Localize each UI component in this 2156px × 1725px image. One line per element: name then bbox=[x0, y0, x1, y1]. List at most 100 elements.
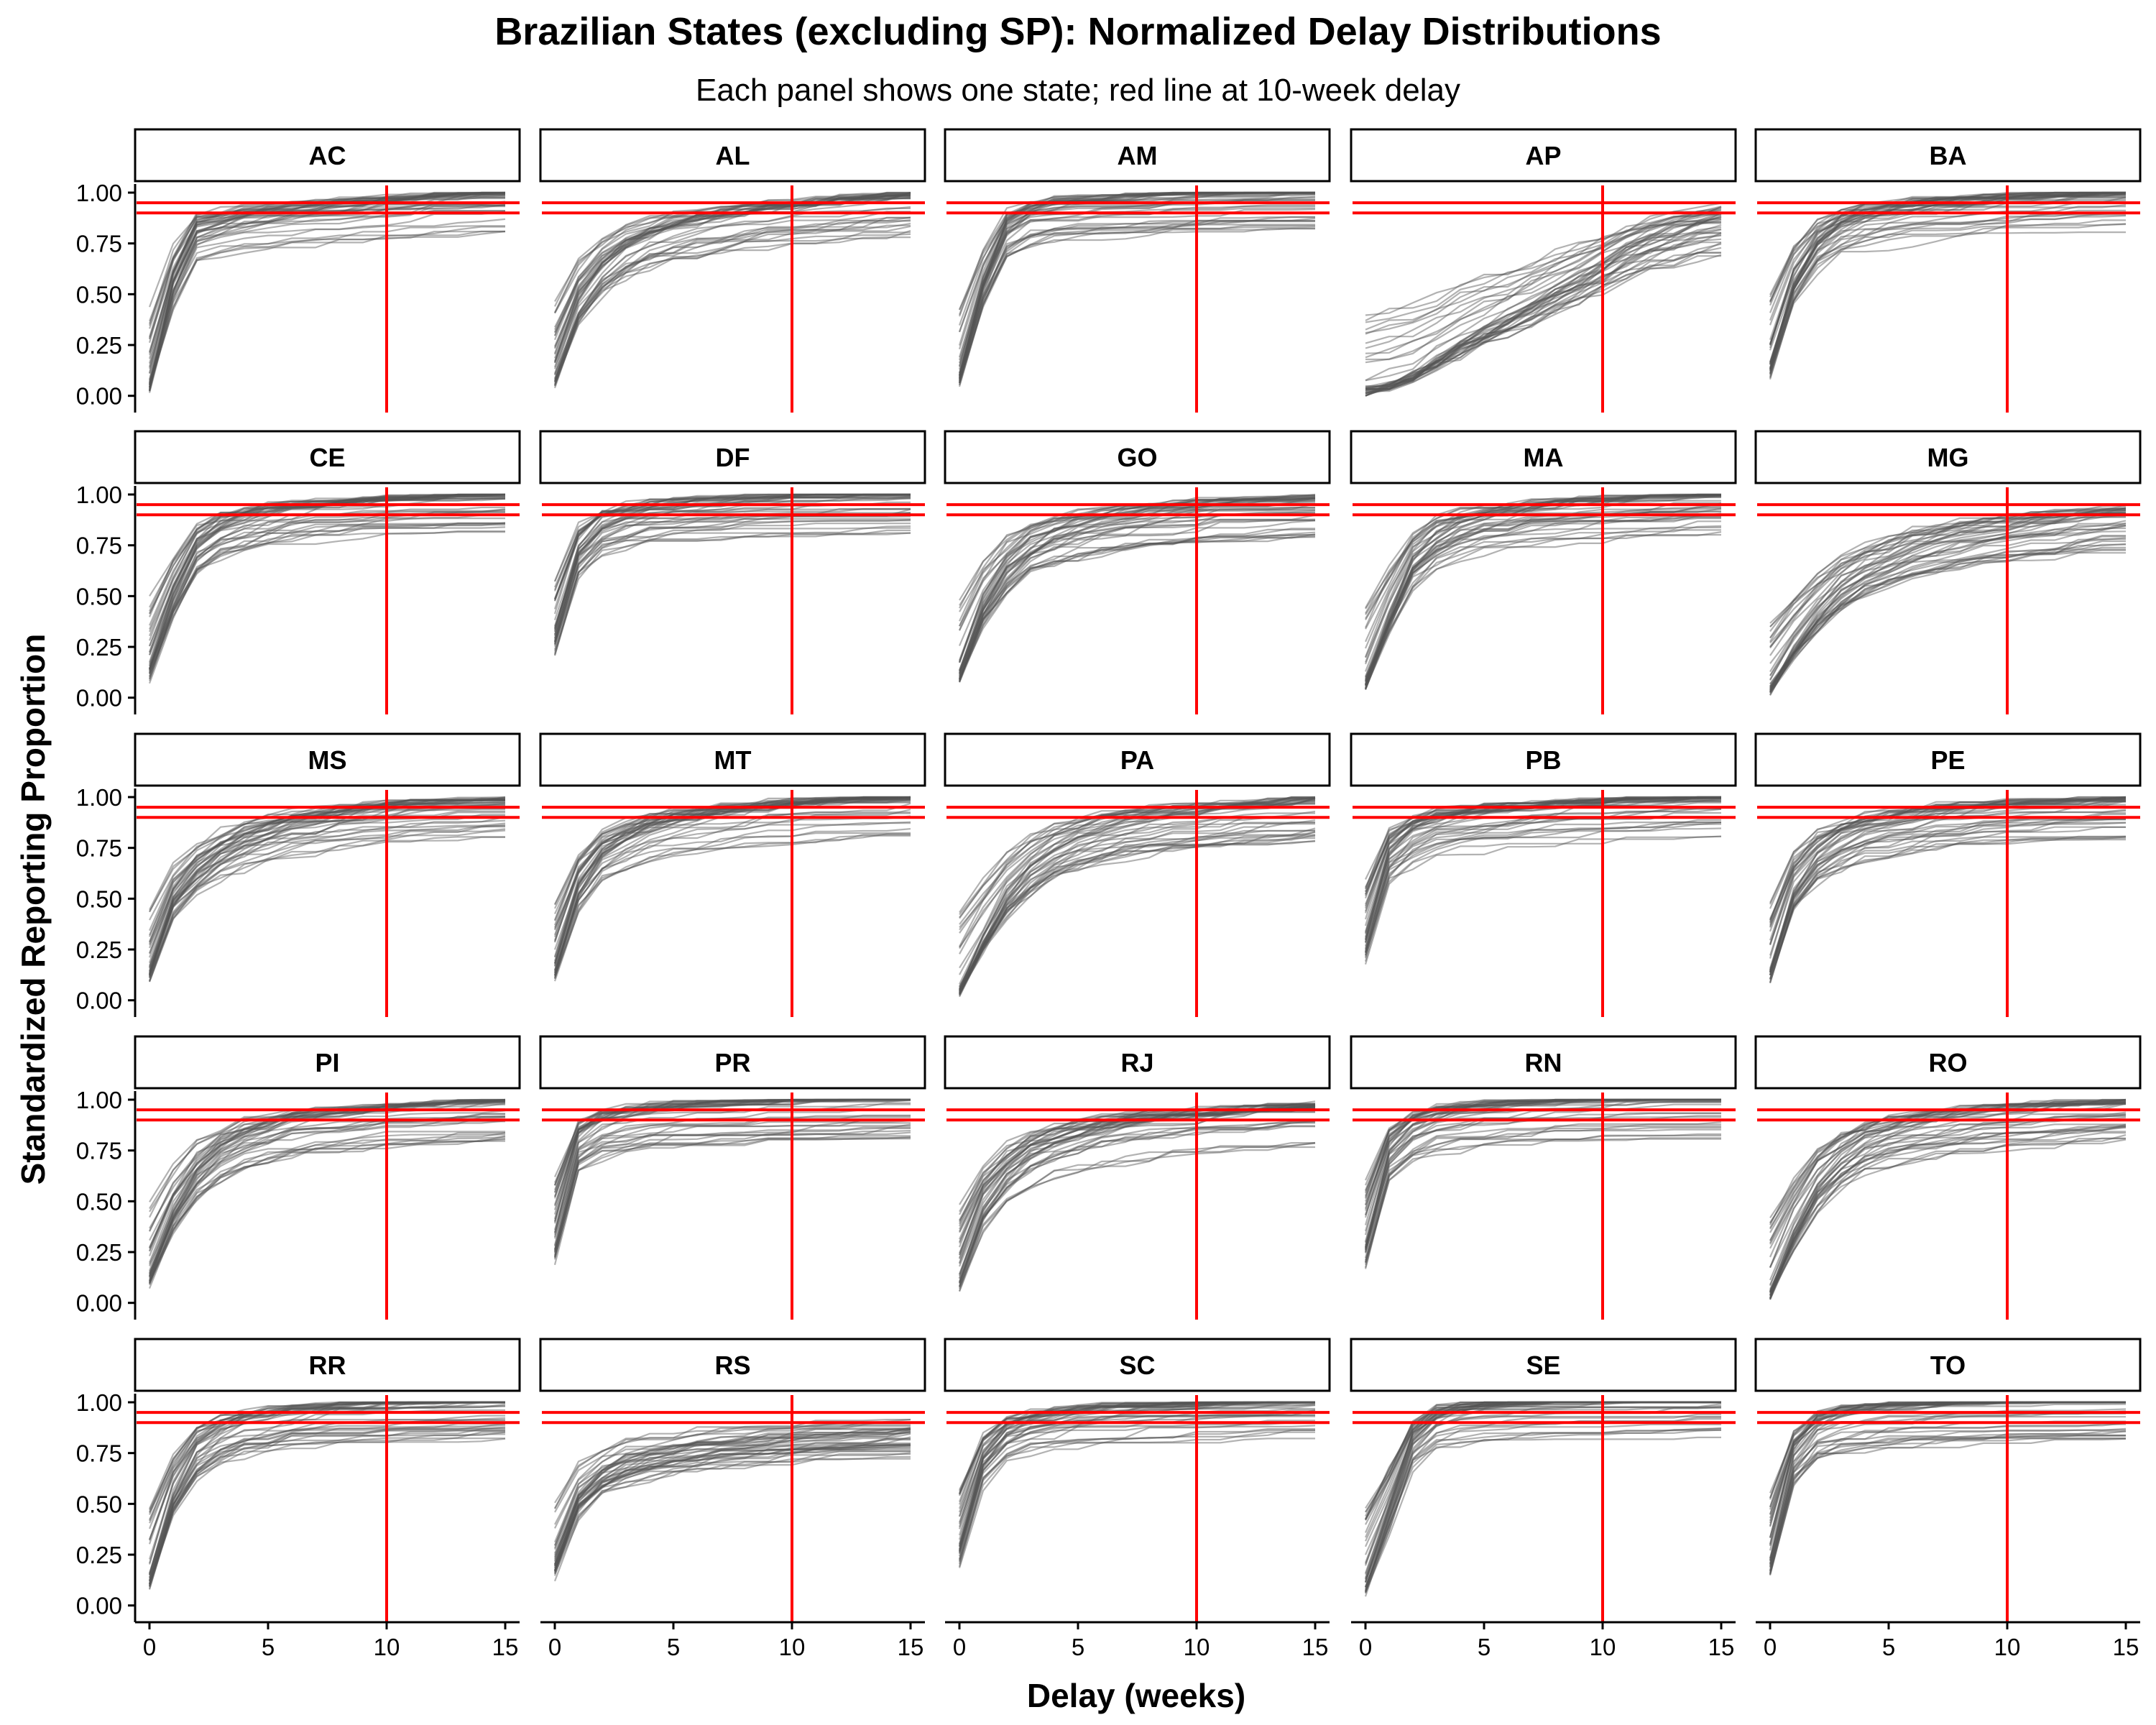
chart-subtitle: Each panel shows one state; red line at … bbox=[696, 73, 1460, 108]
delay-curve bbox=[148, 497, 506, 641]
delay-curve bbox=[553, 1430, 911, 1550]
facet-strip bbox=[944, 1035, 1331, 1090]
delay-curve bbox=[1769, 796, 2126, 941]
delay-curve bbox=[148, 511, 505, 672]
delay-curve bbox=[958, 518, 1316, 677]
delay-curve bbox=[1769, 516, 2126, 685]
delay-curve bbox=[959, 831, 1316, 995]
delay-curve bbox=[1769, 1435, 2126, 1572]
delay-curve bbox=[958, 1401, 1315, 1494]
delay-curve bbox=[958, 536, 1315, 682]
delay-curve bbox=[1769, 1103, 2126, 1249]
delay-curve bbox=[1364, 496, 1721, 663]
delay-curve bbox=[148, 1420, 505, 1582]
delay-curve bbox=[959, 796, 1316, 954]
delay-curve bbox=[553, 1438, 911, 1568]
delay-curve bbox=[958, 496, 1315, 661]
delay-curve bbox=[1364, 1406, 1722, 1591]
delay-curve bbox=[958, 1103, 1315, 1240]
y-tick-label: 0.50 bbox=[76, 1491, 122, 1517]
facet-strip bbox=[134, 1338, 521, 1392]
delay-curve bbox=[553, 1098, 911, 1186]
delay-curve bbox=[958, 1401, 1315, 1502]
delay-curve bbox=[148, 1431, 505, 1588]
delay-curve bbox=[149, 1098, 505, 1202]
facet-strip-label: MS bbox=[308, 745, 347, 775]
delay-curve bbox=[553, 191, 911, 333]
delay-curve bbox=[148, 1419, 505, 1576]
delay-curve bbox=[148, 1132, 505, 1284]
delay-curve bbox=[959, 801, 1316, 919]
facet-panel-ms: MS 0.00 0.25 0.50 0.75 1.00 bbox=[76, 732, 521, 1017]
delay-curve bbox=[1364, 1429, 1722, 1597]
delay-curve bbox=[958, 497, 1315, 663]
delay-curve bbox=[1769, 231, 2126, 374]
facet-panel-df: DF bbox=[539, 430, 926, 714]
delay-curve bbox=[1364, 520, 1721, 681]
delay-curve bbox=[1769, 1423, 2126, 1568]
y-tick-label: 0.00 bbox=[76, 1290, 122, 1317]
delay-curve bbox=[1769, 835, 2127, 983]
delay-curve bbox=[1769, 191, 2126, 298]
delay-curve bbox=[959, 797, 1315, 929]
delay-curve bbox=[958, 508, 1315, 679]
delay-curve bbox=[1769, 1401, 2126, 1499]
delay-curve bbox=[148, 799, 505, 946]
delay-curve bbox=[553, 797, 911, 943]
delay-curve bbox=[958, 1146, 1315, 1288]
delay-curve bbox=[553, 194, 911, 336]
delay-curve bbox=[958, 216, 1315, 385]
delay-curve bbox=[553, 493, 911, 599]
delay-curve bbox=[553, 822, 911, 974]
delay-curve bbox=[148, 1098, 506, 1256]
delay-curve bbox=[1364, 798, 1721, 914]
delay-curve bbox=[1769, 1098, 2126, 1241]
delay-curve bbox=[958, 1414, 1315, 1552]
delay-curve bbox=[1364, 1415, 1721, 1588]
delay-curve bbox=[1364, 508, 1721, 679]
delay-curve bbox=[148, 205, 505, 385]
delay-curve bbox=[1364, 1098, 1721, 1205]
delay-curve bbox=[1364, 507, 1722, 686]
delay-curve bbox=[1769, 515, 2127, 681]
delay-curve bbox=[1769, 191, 2126, 351]
delay-curve bbox=[148, 824, 506, 973]
delay-curve bbox=[1769, 535, 2126, 689]
delay-curve bbox=[959, 1105, 1315, 1232]
delay-curve bbox=[1364, 511, 1721, 681]
delay-curve bbox=[553, 1118, 911, 1254]
delay-curve bbox=[959, 1103, 1315, 1221]
delay-curve bbox=[553, 493, 911, 602]
delay-curve bbox=[1769, 1401, 2126, 1510]
delay-curve bbox=[1769, 213, 2126, 370]
delay-curve bbox=[148, 1401, 505, 1530]
delay-curve bbox=[959, 1103, 1315, 1225]
x-tick-label: 10 bbox=[779, 1634, 806, 1660]
delay-curve bbox=[553, 236, 911, 384]
delay-curve bbox=[553, 799, 911, 973]
delay-curve bbox=[553, 1136, 911, 1257]
delay-curve bbox=[958, 224, 1315, 383]
delay-curve bbox=[1365, 216, 1722, 388]
delay-curve bbox=[149, 1099, 505, 1241]
delay-curve bbox=[1769, 810, 2127, 972]
delay-curve bbox=[148, 522, 505, 675]
facet-strip-label: MA bbox=[1524, 443, 1564, 472]
delay-curve bbox=[149, 1100, 505, 1232]
delay-curve bbox=[1364, 827, 1722, 957]
delay-curve bbox=[148, 1131, 505, 1284]
delay-curve bbox=[148, 1401, 505, 1565]
delay-curve bbox=[1769, 1401, 2126, 1500]
delay-curve bbox=[958, 507, 1315, 678]
delay-curve bbox=[1769, 816, 2127, 973]
delay-curve bbox=[148, 191, 506, 354]
delay-curve bbox=[1769, 1138, 2127, 1297]
delay-curve bbox=[1769, 1434, 2126, 1575]
delay-curve bbox=[148, 191, 505, 382]
delay-curve bbox=[959, 799, 1315, 934]
delay-curve bbox=[1769, 1111, 2127, 1289]
facet-strip-label: PA bbox=[1120, 745, 1154, 775]
delay-curve bbox=[553, 1138, 911, 1266]
delay-curve bbox=[553, 809, 911, 979]
delay-curve bbox=[959, 796, 1315, 931]
